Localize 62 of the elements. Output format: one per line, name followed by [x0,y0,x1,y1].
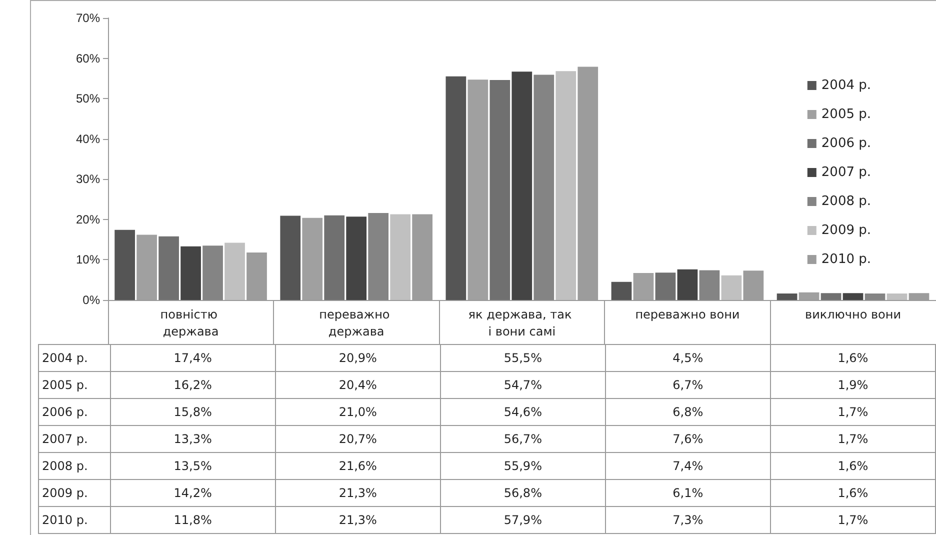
text: 2006 р. [42,405,88,419]
y-tick-label: 30% [76,172,100,186]
data-label: 21,6% [275,452,440,480]
x-tick-label: переважно держава [319,308,394,338]
data-label: 54,7% [440,372,606,398]
data-label: 13,3% [110,426,276,452]
data-label: 1,7% [770,506,936,534]
data-label: 17,4% [110,344,276,372]
data-label: 1,6% [770,344,936,372]
data-label: 1,7% [770,426,936,452]
legend-label: 2010 р. [821,252,872,267]
y-tick-label: 50% [76,92,100,106]
text: 2004 р. [42,351,88,365]
data-label: 6,1% [605,480,770,506]
data-label: 21,3% [275,506,440,534]
text: 2010 р. [42,513,88,527]
legend-label: 2007 р. [821,165,872,180]
y-tick-label: 40% [76,132,100,146]
y-tick-label: 10% [76,252,100,267]
text: 2009 р. [42,486,88,500]
data-label: 14,2% [110,480,276,506]
data-label: 1,7% [770,398,936,426]
data-label: 20,9% [275,344,440,372]
y-tick-label: 60% [76,51,100,66]
legend-label: 2004 р. [821,78,872,93]
text: 2008 р. [42,459,88,473]
legend-label: 2008 р. [821,194,872,209]
legend-label: 2009 р. [821,223,872,238]
data-label: 55,5% [440,344,606,372]
data-label: 55,9% [440,452,606,480]
y-tick-label: 20% [76,212,100,226]
data-label: 6,8% [605,398,770,426]
legend-label: 2005 р. [821,107,872,122]
data-label: 15,8% [110,398,276,426]
x-tick-label: повністю держава [160,308,222,338]
data-label: 21,0% [275,398,440,426]
data-label: 7,3% [605,506,770,534]
text: 2005 р. [42,378,88,392]
data-label: 57,9% [440,506,606,534]
data-label: 56,8% [440,480,606,506]
data-label: 4,5% [605,344,770,372]
data-label: 1,6% [770,480,936,506]
data-label: 1,6% [770,452,936,480]
data-label: 6,7% [605,372,770,398]
x-tick-label: виключно вони [804,308,902,322]
data-label: 11,8% [110,506,276,534]
y-tick-label: 0% [82,293,100,307]
text: 2007 р. [42,432,88,446]
data-label: 21,3% [275,480,440,506]
data-label: 54,6% [440,398,606,426]
legend-label: 2006 р. [821,136,872,151]
data-label: 20,7% [275,426,440,452]
data-label: 7,6% [605,426,770,452]
data-label: 16,2% [110,372,276,398]
x-tick-label: переважно вони [635,308,740,322]
x-tick-label: як держава, так і вони самі [468,308,576,338]
data-label: 1,9% [770,372,936,398]
data-label: 20,4% [275,372,440,398]
data-label: 7,4% [605,452,770,480]
y-tick-label: 70% [76,11,100,25]
data-label: 56,7% [440,426,606,452]
data-label: 13,5% [110,452,276,480]
